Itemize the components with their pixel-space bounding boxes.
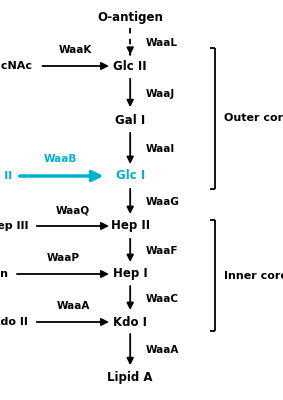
Text: WaaL: WaaL xyxy=(146,38,178,48)
Text: Hep I: Hep I xyxy=(113,268,147,280)
Text: Hep II: Hep II xyxy=(111,220,150,232)
Text: WaaF: WaaF xyxy=(146,246,178,256)
Text: WaaA: WaaA xyxy=(56,301,90,311)
Text: GlcNAc: GlcNAc xyxy=(0,61,33,71)
Text: WaaJ: WaaJ xyxy=(146,89,175,99)
Text: WaaQ: WaaQ xyxy=(56,205,90,215)
Text: WaaK: WaaK xyxy=(58,45,92,55)
Text: WaaA: WaaA xyxy=(146,345,179,355)
Text: Inner core: Inner core xyxy=(224,270,283,281)
Text: Gal I: Gal I xyxy=(115,114,145,126)
Text: Gal II: Gal II xyxy=(0,171,13,181)
Text: WaaI: WaaI xyxy=(146,144,175,154)
Text: WaaB: WaaB xyxy=(44,154,78,164)
Text: Hep III: Hep III xyxy=(0,221,28,231)
Text: Glc II: Glc II xyxy=(113,60,147,72)
Text: WaaG: WaaG xyxy=(146,196,180,206)
Text: Lipid A: Lipid A xyxy=(108,372,153,384)
Text: Kdo II: Kdo II xyxy=(0,317,28,327)
Text: P or PPEtn: P or PPEtn xyxy=(0,269,8,279)
Text: WaaC: WaaC xyxy=(146,294,179,304)
Text: WaaP: WaaP xyxy=(47,253,80,263)
Text: Kdo I: Kdo I xyxy=(113,316,147,328)
Text: O-antigen: O-antigen xyxy=(97,12,163,24)
Text: Outer core: Outer core xyxy=(224,114,283,124)
Text: Glc I: Glc I xyxy=(115,170,145,182)
